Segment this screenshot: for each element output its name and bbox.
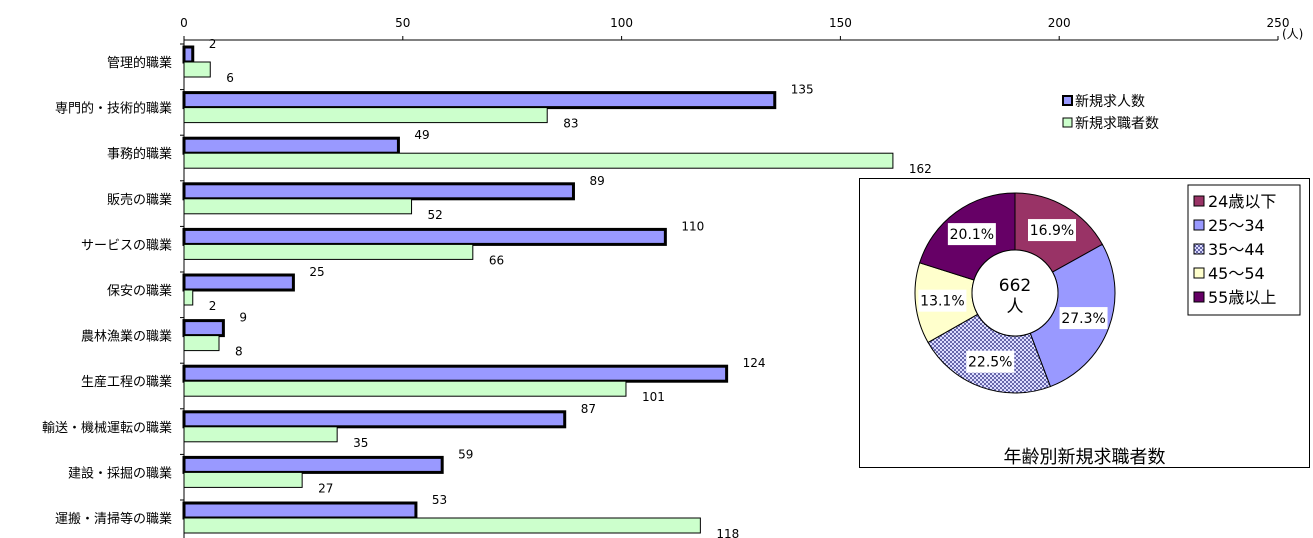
x-tick-label: 100 <box>610 16 633 30</box>
pie-legend-swatch <box>1193 291 1205 303</box>
bar-job-openings <box>182 182 575 201</box>
category-label: 専門的・技術的職業 <box>55 101 172 117</box>
x-axis-unit: (人) <box>1282 27 1303 41</box>
value-label: 162 <box>909 162 932 176</box>
bar-job-seekers <box>183 289 194 306</box>
legend-swatch <box>1062 117 1073 128</box>
value-label: 110 <box>681 219 704 233</box>
value-label: 2 <box>209 299 217 313</box>
category-label: 販売の職業 <box>107 192 172 208</box>
pct-label-bg <box>1027 219 1076 242</box>
x-tick-label: 50 <box>395 16 410 30</box>
value-label: 89 <box>589 174 604 188</box>
pie-legend-swatch <box>1193 219 1205 231</box>
pie-legend-label: 35〜44 <box>1208 240 1265 259</box>
value-label: 52 <box>428 208 443 222</box>
pie-legend-swatch <box>1193 267 1205 279</box>
bar-job-openings <box>182 501 418 520</box>
x-tick-label: 250 <box>1267 16 1290 30</box>
bar-job-seekers <box>183 107 548 124</box>
bar-job-seekers <box>183 517 701 534</box>
category-label: サービスの職業 <box>81 237 172 253</box>
pct-label-bg <box>1059 307 1108 330</box>
category-label: 事務的職業 <box>107 146 172 162</box>
pct-label: 20.1% <box>950 227 994 243</box>
pie-title: 年齢別新規求職者数 <box>1003 447 1166 468</box>
value-label: 124 <box>743 356 766 370</box>
value-label: 2 <box>209 37 217 51</box>
x-tick-label: 0 <box>180 16 188 30</box>
bar-job-seekers <box>183 243 474 260</box>
pie-panel: 16.9% 27.3% 22.5% 13.1% 20.1% 662 人 24歳以下 25〜34… <box>859 178 1310 468</box>
value-label: 35 <box>353 436 368 450</box>
bar-job-seekers <box>183 471 303 488</box>
bar-job-seekers <box>183 426 338 443</box>
pct-label: 27.3% <box>1061 311 1105 327</box>
center-total: 662 <box>999 276 1031 296</box>
value-label: 87 <box>581 402 596 416</box>
center-unit: 人 <box>1007 297 1024 317</box>
pie-legend-label: 45〜54 <box>1208 264 1265 283</box>
value-label: 9 <box>239 311 247 325</box>
bar-job-seekers <box>183 335 220 352</box>
category-label: 運搬・清掃等の職業 <box>55 511 172 527</box>
pct-label-bg <box>966 350 1015 373</box>
legend-label: 新規求職者数 <box>1075 116 1159 132</box>
bar-job-openings <box>182 91 777 110</box>
value-label: 53 <box>432 493 447 507</box>
pie-legend-label: 24歳以下 <box>1208 192 1276 211</box>
value-label: 49 <box>414 128 429 142</box>
bar-job-openings <box>182 455 444 474</box>
bar-job-seekers <box>183 61 211 78</box>
value-label: 83 <box>563 117 578 131</box>
pie-legend-swatch <box>1193 195 1205 207</box>
value-label: 135 <box>791 83 814 97</box>
pct-label: 16.9% <box>1030 223 1074 239</box>
pct-label-bg <box>947 223 996 246</box>
bar-job-openings <box>182 273 295 292</box>
donut-hole <box>971 249 1059 337</box>
category-label: 保安の職業 <box>107 283 172 299</box>
value-label: 66 <box>489 253 504 267</box>
x-tick-label: 150 <box>829 16 852 30</box>
bar-job-seekers <box>183 152 894 169</box>
pie-legend-label: 55歳以上 <box>1208 288 1276 307</box>
bar-job-openings <box>182 410 567 429</box>
pie-legend-label: 25〜34 <box>1208 216 1265 235</box>
bar-job-openings <box>182 45 195 64</box>
bar-job-openings <box>182 136 400 155</box>
category-label: 管理的職業 <box>107 55 172 71</box>
x-tick-label: 200 <box>1048 16 1071 30</box>
bar-job-openings <box>182 227 667 246</box>
pct-label-bg <box>918 289 967 312</box>
value-label: 59 <box>458 447 473 461</box>
value-label: 118 <box>716 527 739 538</box>
legend-swatch <box>1062 95 1073 106</box>
category-label: 建設・採掘の職業 <box>68 465 172 481</box>
category-label: 生産工程の職業 <box>81 374 172 390</box>
category-label: 輸送・機械運転の職業 <box>42 420 172 436</box>
category-label: 農林漁業の職業 <box>81 329 172 345</box>
pie-legend-box <box>1187 184 1301 316</box>
pct-label: 13.1% <box>920 294 964 310</box>
pct-label: 22.5% <box>968 355 1012 371</box>
value-label: 101 <box>642 390 665 404</box>
value-label: 6 <box>226 71 234 85</box>
bar-job-seekers <box>183 198 413 215</box>
value-label: 25 <box>309 265 324 279</box>
value-label: 27 <box>318 481 333 495</box>
bar-job-seekers <box>183 380 627 397</box>
value-label: 8 <box>235 345 243 359</box>
bar-job-openings <box>182 364 729 383</box>
bar-job-openings <box>182 319 225 338</box>
pie-legend-swatch <box>1193 243 1205 255</box>
legend-label: 新規求人数 <box>1075 94 1145 110</box>
